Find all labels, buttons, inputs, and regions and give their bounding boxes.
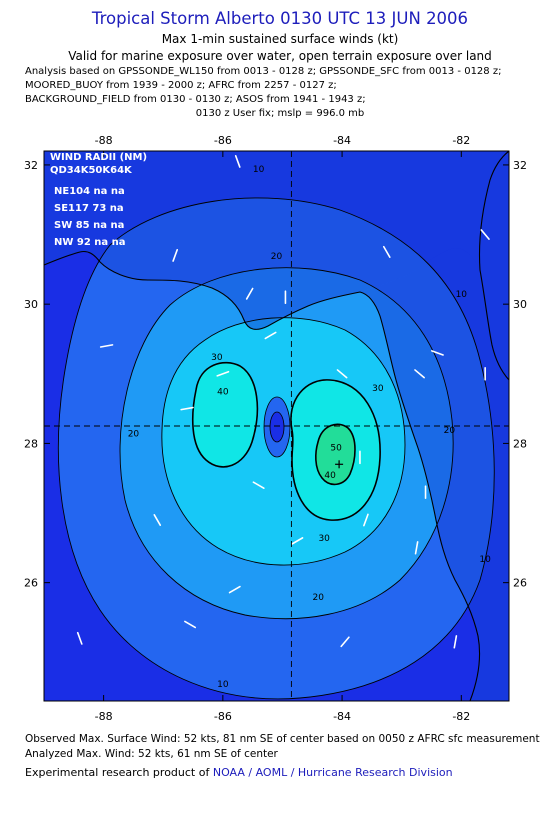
wind-barb	[153, 513, 162, 526]
chart-subtitle: Max 1-min sustained surface winds (kt)	[161, 32, 399, 46]
x-tick-label-bottom: -84	[333, 710, 351, 723]
wind-barb	[184, 620, 197, 629]
wind-barb-layer	[76, 155, 490, 649]
analyzed-max-wind-note: Analyzed Max. Wind: 52 kts, 61 nm SE of …	[25, 748, 278, 760]
contour-fill-40-west	[192, 362, 258, 467]
wind-barb	[291, 537, 304, 545]
contour-label: 10	[456, 290, 468, 300]
contour-label: 30	[318, 534, 330, 544]
wind-radii-title: WIND RADII (NM)	[50, 152, 147, 163]
wind-barb	[382, 245, 391, 258]
y-tick-label-right: 26	[513, 577, 527, 590]
x-tick-label-bottom: -86	[214, 710, 232, 723]
wind-barb	[228, 585, 241, 594]
coastline-gulf	[44, 250, 481, 701]
wind-barb	[340, 636, 350, 648]
y-tick-label-left: 28	[24, 437, 38, 450]
wind-barb	[76, 631, 83, 645]
contour-line-50	[315, 423, 356, 486]
y-tick-label-right: 32	[513, 159, 527, 172]
contour-line-30	[161, 317, 406, 566]
contour-label: 10	[217, 680, 229, 690]
contour-label: 30	[372, 384, 384, 394]
contour-label: 20	[128, 429, 140, 439]
wind-radii-header: QD34K50K64K	[50, 165, 133, 176]
wind-barb	[245, 287, 254, 300]
land-peninsula	[360, 248, 509, 701]
eye-ring	[263, 396, 291, 458]
analysis-info-line: Analysis based on GPSSONDE_WL150 from 00…	[25, 66, 502, 77]
y-tick-label-right: 28	[513, 437, 527, 450]
contour-label: 20	[313, 593, 325, 603]
x-tick-label-top: -82	[452, 134, 470, 147]
contour-label: 20	[444, 426, 456, 436]
fix-info-line: 0130 z User fix; mslp = 996.0 mb	[195, 108, 365, 119]
wind-radii-row-se: SE117 73 na	[54, 203, 124, 214]
contour-label: 30	[211, 353, 223, 363]
contour-label: 40	[217, 388, 229, 398]
wind-barb	[453, 635, 458, 649]
x-tick-label-bottom: -88	[95, 710, 113, 723]
wind-barb	[363, 513, 369, 527]
contour-label: 10	[479, 555, 491, 565]
wind-barb	[252, 481, 265, 489]
x-tick-label-top: -86	[214, 134, 232, 147]
wind-barb	[264, 331, 277, 340]
wind-barb	[234, 155, 241, 168]
wind-radii-row-sw: SW 85 na na	[54, 220, 124, 231]
y-tick-label-left: 26	[24, 577, 38, 590]
contour-line-20	[119, 267, 454, 620]
coastline-atlantic	[478, 151, 509, 381]
wind-barb	[172, 248, 179, 262]
y-tick-label-left: 32	[24, 159, 38, 172]
wind-barb	[180, 406, 194, 411]
wind-barb	[99, 344, 114, 348]
observed-max-wind-note: Observed Max. Surface Wind: 52 kts, 81 n…	[25, 733, 540, 745]
wind-radii-box: WIND RADII (NM) QD34K50K64K NE104 na na …	[50, 152, 147, 248]
credit-line: Experimental research product of NOAA / …	[25, 766, 453, 779]
contour-line-40-west	[192, 362, 259, 468]
max-wind-marker	[335, 460, 344, 469]
y-tick-label-left: 30	[24, 298, 38, 311]
contour-label: 20	[271, 252, 283, 262]
wind-barb	[336, 369, 348, 379]
wind-barb	[480, 229, 490, 240]
chart-subtitle-exposure: Valid for marine exposure over water, op…	[68, 49, 492, 63]
x-tick-label-top: -88	[95, 134, 113, 147]
wind-barb	[431, 350, 444, 356]
contour-label-layer: 10 10 10 10 20 20 20 20 30 30 30 40 40 50	[128, 165, 491, 690]
contour-label: 50	[330, 443, 342, 453]
eye-ring-inner	[269, 411, 285, 443]
axis-ticks: -88 -88 -86 -86 -84 -84 -82 -82 26 26 28 28 30 30 32 32	[24, 134, 527, 723]
x-tick-label-top: -84	[333, 134, 351, 147]
hrd-link[interactable]: NOAA / AOML / Hurricane Research Divisio…	[212, 766, 453, 779]
plot-frame	[43, 150, 510, 702]
x-tick-label-bottom: -82	[452, 710, 470, 723]
contour-fill-50	[315, 424, 355, 485]
contour-label: 40	[324, 471, 336, 481]
wind-barb	[414, 369, 425, 379]
wind-barb	[216, 370, 230, 377]
eye-core	[270, 412, 284, 442]
y-tick-label-right: 30	[513, 298, 527, 311]
wind-radii-row-ne: NE104 na na	[54, 186, 125, 197]
analysis-info-line: BACKGROUND_FIELD from 0130 - 0130 z; ASO…	[25, 94, 366, 105]
contour-label: 10	[253, 165, 265, 175]
wind-barb	[414, 541, 419, 555]
contour-line-10	[57, 197, 495, 700]
analysis-info-line: MOORED_BUOY from 1939 - 2000 z; AFRC fro…	[25, 80, 337, 91]
chart-title: Tropical Storm Alberto 0130 UTC 13 JUN 2…	[91, 9, 469, 28]
contour-field: 10 10 10 10 20 20 20 20 30 30 30 40 40 50	[44, 151, 509, 701]
wind-radii-row-nw: NW 92 na na	[54, 237, 126, 248]
credit-prefix: Experimental research product of	[25, 766, 213, 779]
contour-line-40-east	[290, 379, 381, 521]
land-north-florida	[44, 151, 509, 380]
